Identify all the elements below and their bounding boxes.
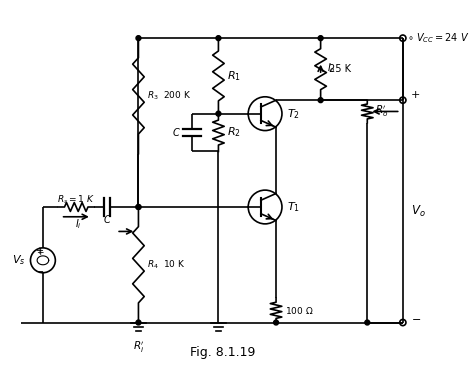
Text: $T_1$: $T_1$ — [287, 200, 301, 214]
Text: $R_4$  10 K: $R_4$ 10 K — [147, 258, 186, 271]
Text: +: + — [36, 246, 43, 257]
Circle shape — [216, 36, 221, 41]
Text: +: + — [36, 248, 43, 257]
Text: $\circ\ V_{CC}= 24\ V$: $\circ\ V_{CC}= 24\ V$ — [407, 31, 470, 45]
Circle shape — [318, 98, 323, 102]
Text: $-$: $-$ — [411, 313, 421, 323]
Circle shape — [136, 205, 141, 209]
Circle shape — [365, 320, 370, 325]
Text: +: + — [411, 90, 420, 100]
Circle shape — [136, 320, 141, 325]
Text: $V_s$: $V_s$ — [12, 254, 25, 267]
Text: $R_i'$: $R_i'$ — [133, 339, 145, 355]
Circle shape — [273, 320, 279, 325]
Circle shape — [318, 36, 323, 41]
Text: C: C — [104, 215, 111, 225]
Text: $T_2$: $T_2$ — [287, 107, 300, 120]
Circle shape — [216, 111, 221, 116]
Text: $R_1$: $R_1$ — [228, 69, 241, 83]
Text: C: C — [173, 128, 179, 138]
Circle shape — [136, 205, 141, 209]
Text: 100 $\Omega$: 100 $\Omega$ — [285, 305, 313, 316]
Text: $I_o$: $I_o$ — [327, 61, 336, 75]
Text: $R_2$: $R_2$ — [228, 126, 241, 140]
Circle shape — [136, 36, 141, 41]
Text: $R_o'$: $R_o'$ — [375, 104, 389, 119]
Text: $I_i$: $I_i$ — [75, 217, 82, 231]
Text: $R_3$  200 K: $R_3$ 200 K — [147, 90, 191, 102]
Text: $-$: $-$ — [35, 265, 44, 275]
Text: Fig. 8.1.19: Fig. 8.1.19 — [190, 346, 255, 359]
Text: $V_o$: $V_o$ — [411, 204, 426, 219]
Text: $R_s = 1\ K$: $R_s = 1\ K$ — [57, 193, 95, 206]
Text: 25 K: 25 K — [328, 64, 351, 74]
